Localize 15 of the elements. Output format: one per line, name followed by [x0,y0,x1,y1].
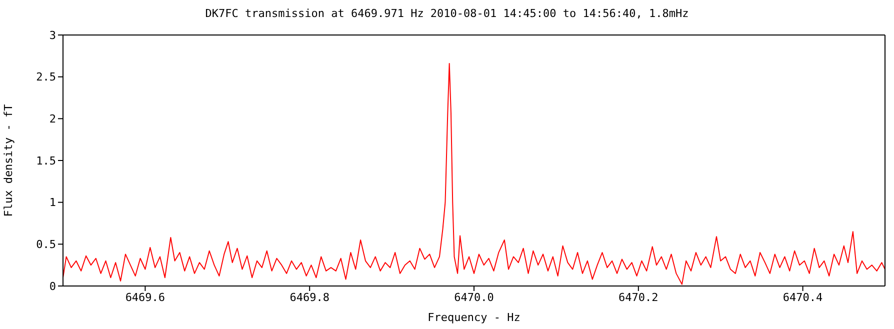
y-tick-label: 1 [49,196,56,210]
y-tick-label: 3 [49,28,56,42]
x-tick-label: 6470.4 [782,290,824,304]
y-axis-title: Flux density - fT [2,104,15,217]
x-tick-label: 6469.6 [125,290,166,304]
y-tick-label: 1.5 [36,154,56,168]
y-tick-label: 2 [49,112,56,126]
x-tick-label: 6470.2 [618,290,658,304]
x-tick-label: 6469.8 [290,290,330,304]
chart-title: DK7FC transmission at 6469.971 Hz 2010-08-01 14:45:00 to 14:56:40, 1.8mHz [204,7,690,20]
y-tick-label: 2.5 [36,70,56,84]
y-tick-label: 0 [49,280,56,293]
x-tick-label: 6470.0 [454,290,494,304]
y-tick-label: 0.5 [36,238,56,252]
x-axis-title: Frequency - Hz [428,311,520,324]
